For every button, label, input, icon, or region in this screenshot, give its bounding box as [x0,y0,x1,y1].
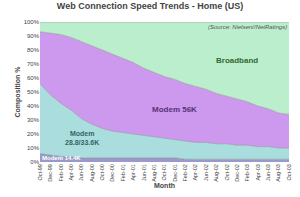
svg-text:Modem28.8/33.6K: Modem28.8/33.6K [65,130,99,146]
svg-text:Feb-03: Feb-03 [244,164,250,181]
svg-text:Broadband: Broadband [216,56,258,65]
svg-text:Oct-03: Oct-03 [286,164,292,181]
svg-text:Oct-99: Oct-99 [37,164,43,181]
svg-text:40%: 40% [27,103,40,109]
svg-text:Feb-02: Feb-02 [182,164,188,181]
svg-text:Aug-03: Aug-03 [275,164,281,182]
svg-text:Modem 56K: Modem 56K [152,105,197,114]
svg-text:Oct-01: Oct-01 [161,164,167,181]
svg-text:Aug-00: Aug-00 [89,164,95,182]
svg-text:70%: 70% [27,61,40,67]
svg-text:20%: 20% [27,131,40,137]
svg-text:50%: 50% [27,89,40,95]
svg-text:Dec-02: Dec-02 [234,164,240,182]
svg-text:(Source: Nielsen//NetRatings): (Source: Nielsen//NetRatings) [208,24,287,30]
svg-text:Apr-02: Apr-02 [192,164,198,181]
svg-text:Dec-00: Dec-00 [109,164,115,182]
svg-text:Aug-02: Aug-02 [213,164,219,182]
svg-text:Feb-00: Feb-00 [58,164,64,181]
svg-text:Apr-03: Apr-03 [255,164,261,181]
svg-text:Jun-03: Jun-03 [265,164,271,181]
svg-text:100%: 100% [24,19,40,25]
svg-text:Web Connection Speed Trends -: Web Connection Speed Trends - Home (US) [57,1,243,11]
svg-text:10%: 10% [27,145,40,151]
svg-text:Oct-00: Oct-00 [99,164,105,181]
svg-text:80%: 80% [27,47,40,53]
svg-text:Jun-01: Jun-01 [141,164,147,181]
svg-text:Feb-01: Feb-01 [120,164,126,181]
svg-text:Composition %: Composition % [14,66,22,118]
svg-text:90%: 90% [27,33,40,39]
svg-text:Jun-00: Jun-00 [78,164,84,181]
svg-text:Jun-02: Jun-02 [203,164,209,181]
svg-text:Modem 14.4K: Modem 14.4K [42,155,81,161]
svg-text:30%: 30% [27,117,40,123]
svg-text:0%: 0% [30,159,39,165]
svg-text:Apr-00: Apr-00 [68,164,74,181]
svg-text:Dec-01: Dec-01 [172,164,178,182]
svg-text:60%: 60% [27,75,40,81]
svg-text:Oct-02: Oct-02 [224,164,230,181]
svg-text:Aug-01: Aug-01 [151,164,157,182]
svg-text:Dec-99: Dec-99 [47,164,53,182]
svg-text:Month: Month [154,182,175,189]
svg-text:Apr-01: Apr-01 [130,164,136,181]
